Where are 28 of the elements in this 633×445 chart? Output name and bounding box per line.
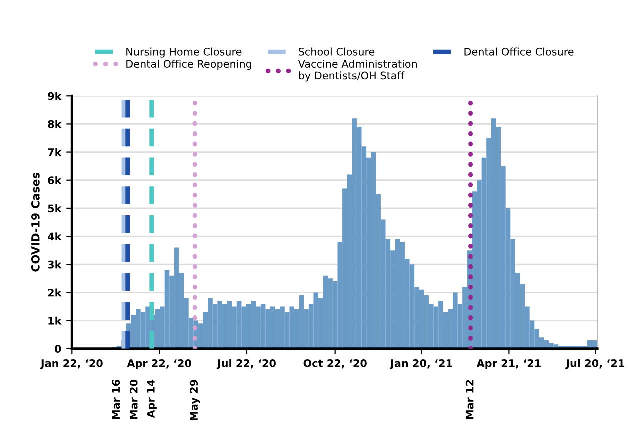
x-tick-label: Jan 20, ‘21	[390, 359, 452, 370]
y-tick-label: 1k	[48, 316, 62, 325]
text: Mar 20	[130, 380, 138, 420]
legend-label: Dental Office Reopening	[126, 60, 252, 70]
x-tick-label: Jan 22, ‘20	[40, 359, 103, 370]
text: Mar 12	[466, 380, 474, 420]
x-tick-label: Apr 22, ‘20	[127, 359, 192, 370]
legend-label: Dental Office Closure	[464, 48, 574, 56]
x-tick-label: Oct 22, ‘20	[304, 359, 367, 369]
x-tick-label: Jul 22, ‘20	[216, 359, 276, 370]
legend-label: Vaccine Administration by Dentists/OH Staff	[298, 60, 418, 82]
text: Apr 14	[147, 380, 157, 418]
y-tick-label: 6k	[48, 176, 62, 184]
legend-label: School Closure	[298, 48, 375, 56]
legend-label: Nursing Home Closure	[126, 48, 242, 58]
y-tick-label: 7k	[48, 148, 62, 156]
y-tick-label: 5k	[48, 204, 62, 213]
x-tick-label: Jul 20, ‘21	[566, 359, 624, 370]
y-tick-label: 4k	[48, 232, 62, 240]
y-tick-label: 8k	[48, 120, 62, 128]
y-tick-label: 2k	[48, 288, 62, 297]
text: May 29	[190, 380, 200, 420]
x-tick-label: Apr 21, ‘21	[476, 359, 541, 370]
y-axis-title: COVID-19 Cases	[31, 173, 40, 272]
text: Mar 16	[112, 380, 120, 420]
y-tick-label: 0	[54, 345, 62, 353]
y-tick-label: 9k	[48, 92, 62, 100]
y-tick-label: 3k	[48, 260, 62, 269]
